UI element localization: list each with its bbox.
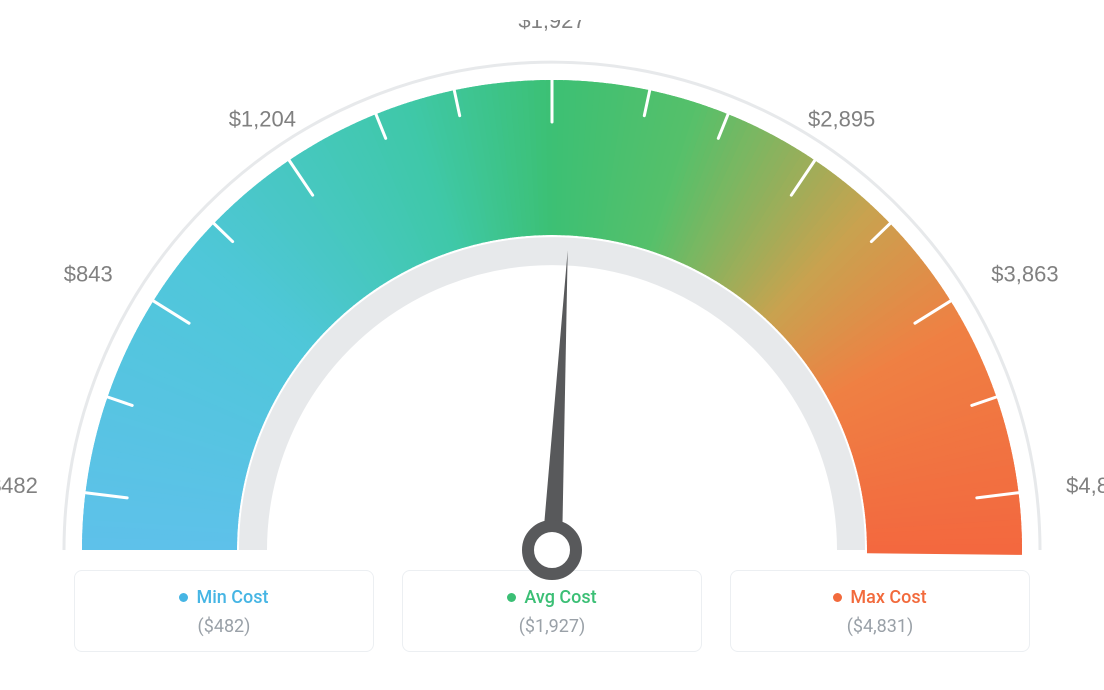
gauge-svg: $482 $843 $1,204 $1,927 $2,895 $3,863 $4,831 xyxy=(0,20,1104,580)
dot-icon-max xyxy=(833,593,842,602)
gauge-chart: $482 $843 $1,204 $1,927 $2,895 $3,863 $4,831 xyxy=(0,20,1104,580)
legend-row: Min Cost ($482) Avg Cost ($1,927) Max Co… xyxy=(0,570,1104,652)
dot-icon-min xyxy=(179,593,188,602)
legend-label-max: Max Cost xyxy=(850,587,926,608)
cost-gauge-container: $482 $843 $1,204 $1,927 $2,895 $3,863 $4,831 M… xyxy=(0,0,1104,690)
legend-card-avg: Avg Cost ($1,927) xyxy=(402,570,702,652)
legend-title-avg: Avg Cost xyxy=(507,587,596,608)
legend-title-min: Min Cost xyxy=(179,587,268,608)
legend-value-avg: ($1,927) xyxy=(413,616,691,637)
legend-title-max: Max Cost xyxy=(833,587,926,608)
svg-text:$1,927: $1,927 xyxy=(518,20,585,33)
svg-text:$4,831: $4,831 xyxy=(1066,473,1104,498)
legend-value-max: ($4,831) xyxy=(741,616,1019,637)
svg-text:$482: $482 xyxy=(0,473,38,498)
legend-card-max: Max Cost ($4,831) xyxy=(730,570,1030,652)
svg-text:$2,895: $2,895 xyxy=(808,107,875,132)
legend-value-min: ($482) xyxy=(85,616,363,637)
legend-card-min: Min Cost ($482) xyxy=(74,570,374,652)
svg-text:$843: $843 xyxy=(64,262,113,287)
dot-icon-avg xyxy=(507,593,516,602)
svg-text:$3,863: $3,863 xyxy=(991,262,1058,287)
legend-label-min: Min Cost xyxy=(196,587,268,608)
legend-label-avg: Avg Cost xyxy=(524,587,596,608)
svg-text:$1,204: $1,204 xyxy=(229,107,296,132)
